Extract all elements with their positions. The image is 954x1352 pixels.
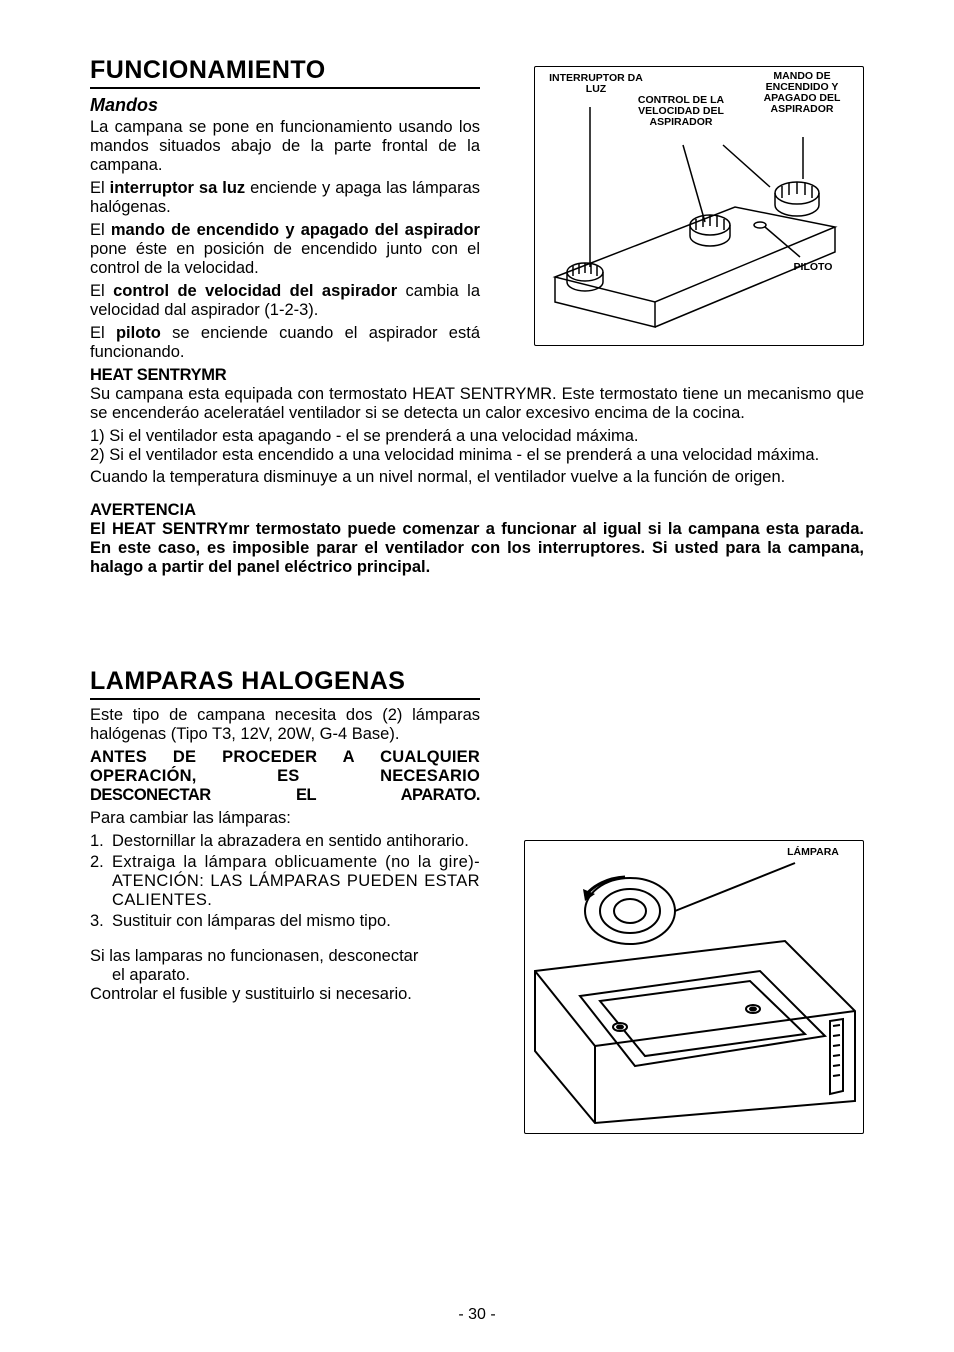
label-speed-control: CONTROL DE LA VELOCIDAD DEL ASPIRADOR (621, 95, 741, 128)
text: El (90, 221, 111, 239)
para: El mando de encendido y apagado del aspi… (90, 221, 480, 278)
text: pone éste en posición de encendido junto… (90, 240, 480, 277)
controls-diagram: INTERRUPTOR DA LUZ CONTROL DE LA VELOCID… (534, 66, 864, 346)
para: Su campana esta equipada con termostato … (90, 385, 864, 423)
list-num: 3. (90, 912, 112, 931)
label-onoff: MANDO DE ENCENDIDO Y APAGADO DEL ASPIRAD… (747, 71, 857, 115)
list-text: Extraiga la lámpara oblicuamente (no la … (112, 853, 480, 910)
page-number: - 30 - (0, 1306, 954, 1324)
list-text: Destornillar la abrazadera en sentido an… (112, 832, 480, 851)
warning: ANTES DE PROCEDER A CUALQUIER OPERACIÓN,… (90, 748, 480, 805)
section-title: LAMPARAS HALOGENAS (90, 667, 864, 696)
page: FUNCIONAMIENTO Mandos La campana se pone… (0, 0, 954, 1352)
list-line: 2) Si el ventilador esta encendido a una… (90, 446, 864, 465)
text: El (90, 179, 110, 197)
para: Controlar el fusible y sustituirlo si ne… (90, 985, 480, 1004)
warning-body: El HEAT SENTRYmr termostato puede comenz… (90, 520, 864, 577)
term: piloto (116, 324, 161, 342)
heading-heatsentry: HEAT SENTRYMR (90, 366, 864, 385)
lamp-svg (525, 841, 863, 1133)
lamp-diagram: LÁMPARA (524, 840, 864, 1134)
para: Para cambiar las lámparas: (90, 809, 480, 828)
text: El (90, 324, 116, 342)
list-item: 1. Destornillar la abrazadera en sentido… (90, 832, 480, 851)
rule (90, 698, 480, 700)
label-pilot: PILOTO (783, 262, 843, 273)
list-num: 1. (90, 832, 112, 851)
para: Este tipo de campana necesita dos (2) lá… (90, 706, 480, 744)
term: interruptor sa luz (110, 179, 246, 197)
para: El control de velocidad del aspirador ca… (90, 282, 480, 320)
label-lampara: LÁMPARA (773, 847, 853, 858)
list-line: 1) Si el ventilador esta apagando - el s… (90, 427, 864, 446)
para: Si las lamparas no funcionasen, desconec… (90, 947, 480, 985)
text: El (90, 282, 113, 300)
list-text: Sustituir con lámparas del mismo tipo. (112, 912, 480, 931)
term: control de velocidad del aspirador (113, 282, 397, 300)
para: Cuando la temperatura disminuye a un niv… (90, 468, 864, 487)
para: La campana se pone en funcionamiento usa… (90, 118, 480, 175)
list-item: 3. Sustituir con lámparas del mismo tipo… (90, 912, 480, 931)
para: El interruptor sa luz enciende y apaga l… (90, 179, 480, 217)
term: mando de encendido y apagado del aspirad… (111, 221, 480, 239)
label-light-switch: INTERRUPTOR DA LUZ (541, 73, 651, 95)
list-num: 2. (90, 853, 112, 910)
list-item: 2. Extraiga la lámpara oblicuamente (no … (90, 853, 480, 910)
rule (90, 87, 480, 89)
heading-warning: AVERTENCIA (90, 501, 864, 520)
para: El piloto se enciende cuando el aspirado… (90, 324, 480, 362)
